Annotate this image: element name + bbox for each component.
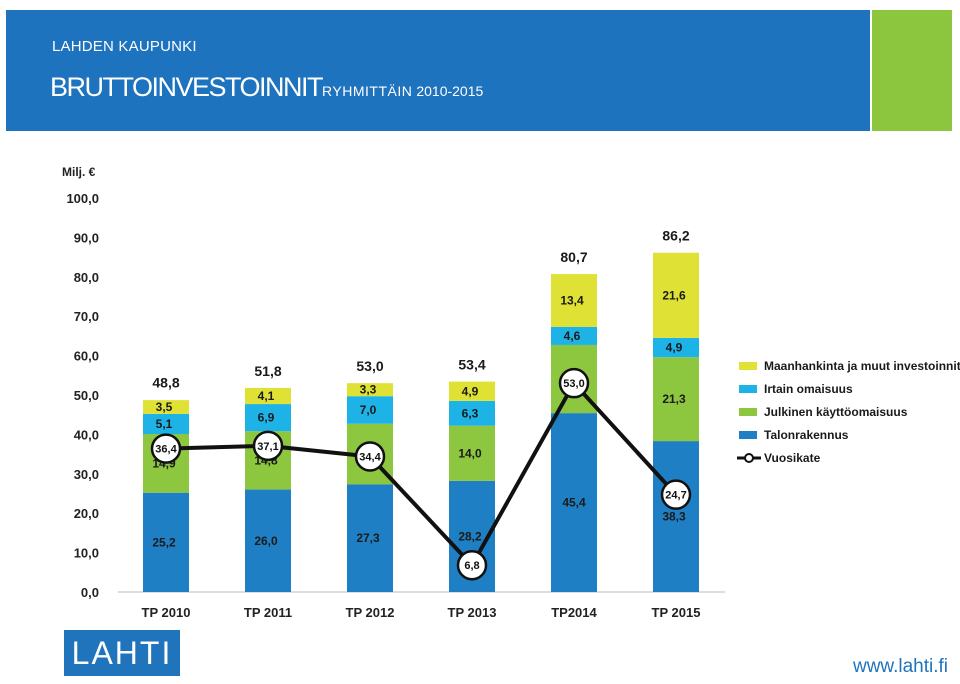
segment-value-label: 21,3 <box>662 392 686 406</box>
organization-name: LAHDEN KAUPUNKI <box>52 38 197 55</box>
legend-swatch <box>739 385 757 393</box>
legend-label: Julkinen käyttöomaisuus <box>764 405 908 419</box>
y-tick-label: 0,0 <box>81 585 99 600</box>
segment-value-label: 28,2 <box>458 529 482 543</box>
y-tick-label: 80,0 <box>74 270 99 285</box>
legend-swatch <box>739 362 757 370</box>
total-label: 51,8 <box>254 363 281 379</box>
segment-value-label: 25,2 <box>152 535 176 549</box>
page-title: BRUTTOINVESTOINNITRYHMITTÄIN 2010-2015 <box>50 72 483 103</box>
legend-label: Maanhankinta ja muut investoinnit <box>764 359 960 373</box>
vuosikate-value-label: 53,0 <box>563 378 584 390</box>
website-link[interactable]: www.lahti.fi <box>853 656 948 678</box>
legend-label: Talonrakennus <box>764 428 849 442</box>
segment-value-label: 3,3 <box>360 383 377 397</box>
segment-value-label: 5,1 <box>156 417 173 431</box>
vuosikate-value-label: 36,4 <box>155 444 177 456</box>
y-tick-label: 70,0 <box>74 309 99 324</box>
legend-swatch <box>739 431 757 439</box>
x-tick-label: TP2014 <box>551 605 597 620</box>
y-tick-label: 20,0 <box>74 506 99 521</box>
segment-value-label: 4,1 <box>258 389 275 403</box>
header-banner <box>6 10 870 131</box>
header-accent-bar <box>872 10 952 131</box>
x-tick-label: TP 2010 <box>142 605 191 620</box>
lahti-logo[interactable]: LAHTI <box>64 630 180 676</box>
segment-value-label: 21,6 <box>662 288 686 302</box>
title-years: 2010-2015 <box>416 83 483 99</box>
segment-value-label: 4,9 <box>666 341 683 355</box>
x-tick-label: TP 2015 <box>652 605 701 620</box>
segment-value-label: 27,3 <box>356 531 380 545</box>
segment-value-label: 4,6 <box>564 329 581 343</box>
total-label: 48,8 <box>152 375 179 391</box>
segment-value-label: 26,0 <box>254 534 278 548</box>
x-tick-label: TP 2011 <box>244 605 292 620</box>
segment-value-label: 45,4 <box>562 496 586 510</box>
legend-label: Vuosikate <box>764 451 821 465</box>
total-label: 86,2 <box>662 227 689 243</box>
segment-value-label: 13,4 <box>560 293 584 307</box>
y-tick-label: 100,0 <box>66 191 99 206</box>
total-label: 53,4 <box>458 357 485 373</box>
legend-label: Irtain omaisuus <box>764 382 853 396</box>
vuosikate-value-label: 24,7 <box>665 490 686 502</box>
legend-swatch <box>739 408 757 416</box>
total-label: 53,0 <box>356 358 383 374</box>
segment-value-label: 38,3 <box>662 510 686 524</box>
title-sub: RYHMITTÄIN <box>322 83 412 99</box>
logo-text: LAHTI <box>64 635 180 672</box>
title-main: BRUTTOINVESTOINNIT <box>50 72 322 102</box>
vuosikate-line <box>166 383 676 565</box>
vuosikate-value-label: 37,1 <box>257 441 278 453</box>
x-tick-label: TP 2012 <box>346 605 395 620</box>
legend-line-marker <box>745 454 753 462</box>
y-tick-label: 60,0 <box>74 349 99 364</box>
y-tick-label: 40,0 <box>74 427 99 442</box>
y-tick-label: 50,0 <box>74 388 99 403</box>
x-tick-label: TP 2013 <box>448 605 497 620</box>
segment-value-label: 3,5 <box>156 400 173 414</box>
y-axis-label: Milj. € <box>62 165 96 179</box>
segment-value-label: 6,9 <box>258 411 275 425</box>
segment-value-label: 4,9 <box>462 384 479 398</box>
vuosikate-value-label: 6,8 <box>464 560 479 572</box>
vuosikate-value-label: 34,4 <box>359 451 381 463</box>
total-label: 80,7 <box>560 249 587 265</box>
segment-value-label: 6,3 <box>462 406 479 420</box>
y-tick-label: 10,0 <box>74 546 99 561</box>
y-tick-label: 30,0 <box>74 467 99 482</box>
y-tick-label: 90,0 <box>74 230 99 245</box>
investment-chart: Milj. € 0,0 10,0 20,0 30,0 40,0 50,0 60,0 70,0 80… <box>0 140 960 630</box>
segment-value-label: 14,0 <box>458 446 482 460</box>
segment-value-label: 7,0 <box>360 403 377 417</box>
